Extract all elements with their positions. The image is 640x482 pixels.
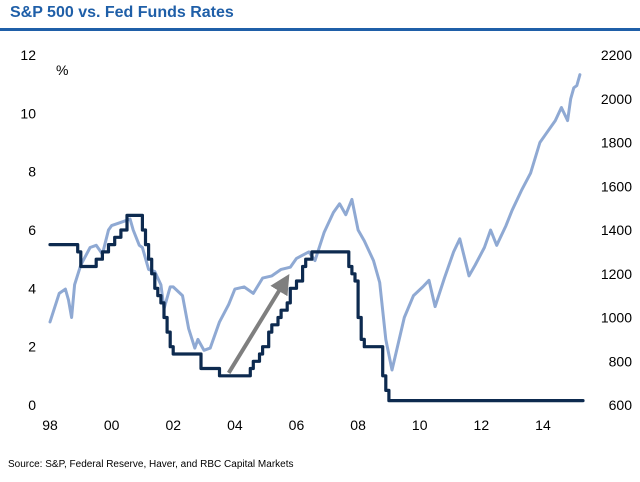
right-axis-tick-label: 1400 xyxy=(601,222,632,238)
x-axis-tick-label: 14 xyxy=(535,417,551,433)
x-axis-tick-label: 10 xyxy=(412,417,428,433)
fed-funds-series-line xyxy=(48,213,585,403)
x-axis-tick-label: 02 xyxy=(165,417,181,433)
left-axis-tick-label: 0 xyxy=(28,397,36,413)
left-axis-unit: % xyxy=(56,62,68,78)
right-axis-tick-label: 2000 xyxy=(601,91,632,107)
right-axis-tick-label: 1200 xyxy=(601,266,632,282)
right-axis-tick-label: 600 xyxy=(609,397,633,413)
left-axis-tick-label: 2 xyxy=(28,339,36,355)
chart-title: S&P 500 vs. Fed Funds Rates xyxy=(10,4,234,21)
right-axis-tick-label: 2200 xyxy=(601,47,632,63)
trend-arrow xyxy=(226,273,290,374)
x-axis-tick-label: 08 xyxy=(350,417,366,433)
left-axis-tick-label: 6 xyxy=(28,222,36,238)
x-axis-tick-label: 04 xyxy=(227,417,243,433)
left-axis-tick-label: 12 xyxy=(20,47,36,63)
right-axis-tick-label: 1000 xyxy=(601,310,632,326)
x-axis-tick-label: 00 xyxy=(104,417,120,433)
left-axis-tick-label: 4 xyxy=(28,280,36,296)
right-axis-tick-label: 1800 xyxy=(601,135,632,151)
x-axis-tick-label: 98 xyxy=(42,417,58,433)
sp500-series-line xyxy=(48,73,582,372)
right-axis-tick-label: 1600 xyxy=(601,178,632,194)
left-axis-tick-label: 10 xyxy=(20,105,36,121)
source-note: Source: S&P, Federal Reserve, Haver, and… xyxy=(8,459,294,470)
title-rule xyxy=(0,28,640,31)
x-axis-tick-label: 12 xyxy=(474,417,490,433)
right-axis-tick-label: 800 xyxy=(609,353,633,369)
left-axis-tick-label: 8 xyxy=(28,164,36,180)
x-axis-tick-label: 06 xyxy=(289,417,305,433)
